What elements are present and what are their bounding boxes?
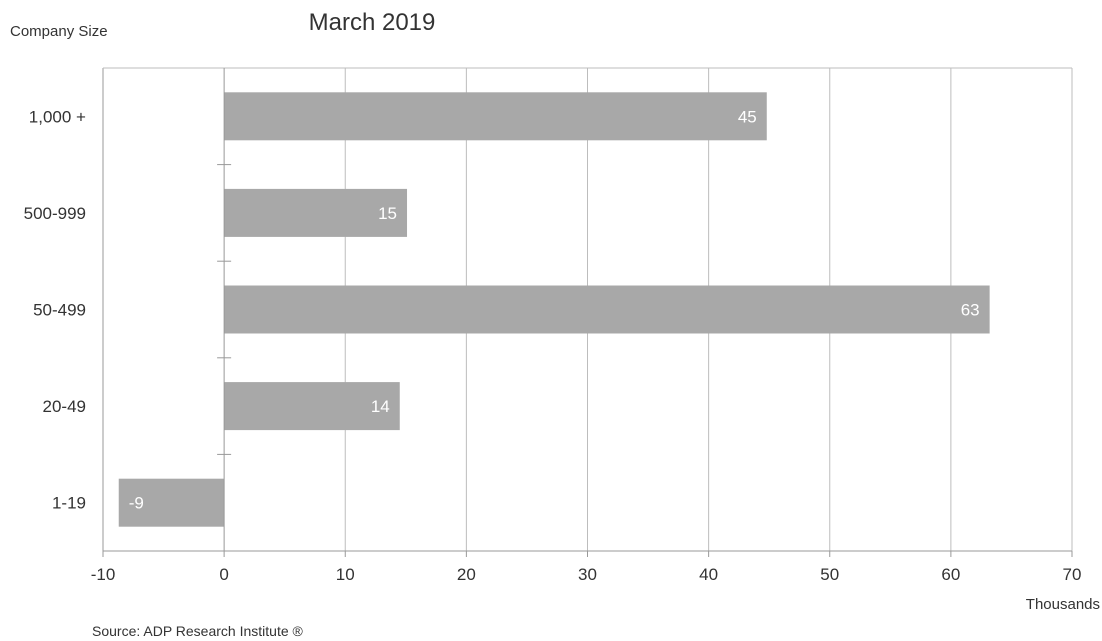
data-label: 45 bbox=[738, 107, 757, 126]
x-tick-label: 30 bbox=[578, 565, 597, 584]
category-label: 1-19 bbox=[52, 494, 86, 513]
data-label: -9 bbox=[129, 494, 144, 513]
y-axis-title: Company Size bbox=[10, 23, 108, 40]
chart-title: March 2019 bbox=[309, 9, 436, 36]
bars: 45 15 63 14 -9 bbox=[118, 92, 990, 527]
bar bbox=[118, 478, 225, 527]
bar bbox=[224, 382, 400, 431]
x-tick-label: 10 bbox=[336, 565, 355, 584]
bar bbox=[224, 188, 408, 237]
data-label: 14 bbox=[371, 397, 390, 416]
x-tick-label: 70 bbox=[1063, 565, 1082, 584]
data-label: 63 bbox=[961, 301, 980, 320]
category-label: 500-999 bbox=[24, 204, 86, 223]
x-tick-label: 40 bbox=[699, 565, 718, 584]
bar bbox=[224, 285, 990, 334]
data-label: 15 bbox=[378, 204, 397, 223]
x-axis-unit-label: Thousands bbox=[1026, 596, 1100, 613]
category-label: 50-499 bbox=[33, 301, 86, 320]
axes: -10 0 10 20 30 40 50 60 70 1,000 + 500-999 50-499 20… bbox=[24, 67, 1082, 584]
x-tick-label: 60 bbox=[941, 565, 960, 584]
category-label: 20-49 bbox=[43, 397, 86, 416]
x-tick-label: 20 bbox=[457, 565, 476, 584]
x-tick-label: -10 bbox=[91, 565, 116, 584]
source-note: Source: ADP Research Institute ® bbox=[92, 623, 304, 639]
x-tick-label: 50 bbox=[820, 565, 839, 584]
bar bbox=[224, 92, 767, 141]
x-tick-label: 0 bbox=[219, 565, 228, 584]
category-label: 1,000 + bbox=[29, 107, 86, 126]
